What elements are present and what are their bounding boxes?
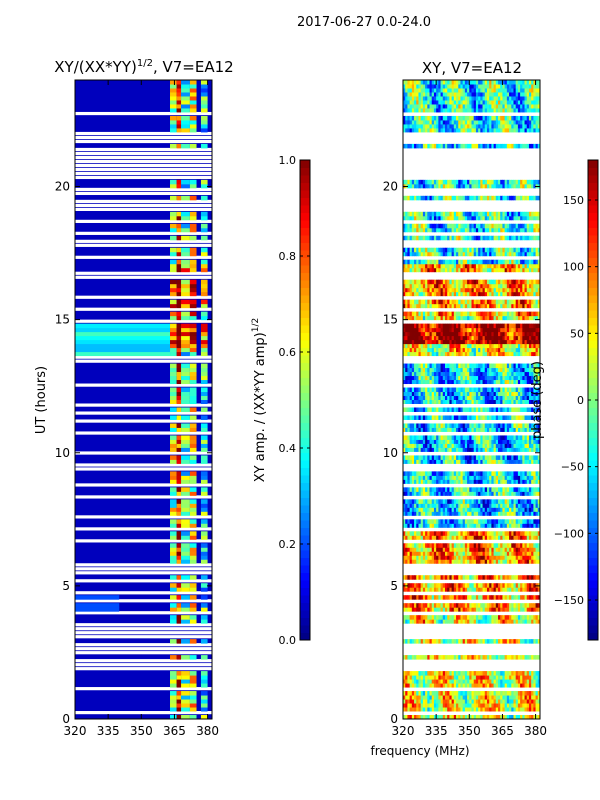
y-tick-label: 20 (383, 180, 398, 194)
amplitude-panel-title: XY/(XX*YY)1/2, V7=EA12 (54, 58, 233, 76)
y-tick-label: 5 (390, 579, 398, 593)
phase-panel: XY, V7=EA12 320 335 350 365 380 0 5 10 15 20 (383, 59, 547, 738)
x-tick-label: 365 (491, 724, 514, 738)
x-tick-label: 380 (524, 724, 547, 738)
amplitude-colorbar-label: XY amp. / (XX*YY amp)1/2 (251, 318, 268, 482)
colorbar-tick-label: 0.8 (279, 250, 297, 263)
colorbar-tick-label: 0.0 (279, 634, 297, 647)
colorbar-tick-label: −100 (554, 527, 584, 540)
amplitude-axes-frame (74, 79, 213, 720)
phase-axis-ticks: 320 335 350 365 380 0 5 10 15 20 (383, 80, 547, 738)
y-tick-label: 0 (62, 712, 70, 726)
amplitude-axis-ticks: 320 335 350 365 380 0 5 10 15 20 (55, 80, 219, 738)
y-tick-label: 15 (55, 313, 70, 327)
y-tick-label: 5 (62, 579, 70, 593)
phase-axes-frame (402, 79, 541, 720)
amplitude-panel: XY/(XX*YY)1/2, V7=EA12 320 335 350 365 380 0 5… (34, 58, 234, 738)
phase-colorbar: −150 −100 −50 0 50 100 150 phase (deg) (530, 159, 599, 641)
x-tick-label: 335 (97, 724, 120, 738)
colorbar-tick-label: 0.4 (279, 442, 297, 455)
amplitude-colorbar-gradient (299, 159, 311, 641)
colorbar-tick-label: 0.6 (279, 346, 297, 359)
x-tick-label: 335 (425, 724, 448, 738)
colorbar-tick-label: 150 (563, 194, 584, 207)
x-tick-label: 380 (196, 724, 219, 738)
colorbar-tick-label: 100 (563, 261, 584, 274)
amplitude-ylabel: UT (hours) (34, 366, 49, 434)
x-tick-label: 350 (458, 724, 481, 738)
y-tick-label: 15 (383, 313, 398, 327)
y-tick-label: 20 (55, 180, 70, 194)
x-tick-label: 365 (163, 724, 186, 738)
colorbar-tick-label: −150 (554, 594, 584, 607)
y-tick-label: 10 (55, 446, 70, 460)
amplitude-heatmap (75, 80, 212, 720)
figure-suptitle: 2017-06-27 0.0-24.0 (297, 15, 431, 30)
x-tick-label: 350 (130, 724, 153, 738)
colorbar-tick-label: −50 (561, 461, 584, 474)
x-tick-label: 320 (392, 724, 415, 738)
amplitude-colorbar: 0.0 0.2 0.4 0.6 0.8 1.0 XY amp. / (XX*YY amp)… (251, 154, 311, 647)
y-tick-label: 0 (390, 712, 398, 726)
phase-colorbar-label: phase (deg) (530, 361, 545, 439)
phase-colorbar-ticks: −150 −100 −50 0 50 100 150 (554, 194, 598, 607)
amplitude-colorbar-ticks: 0.0 0.2 0.4 0.6 0.8 1.0 (279, 154, 310, 647)
colorbar-tick-label: 0.2 (279, 538, 297, 551)
phase-colorbar-gradient (587, 159, 599, 641)
colorbar-tick-label: 50 (570, 327, 584, 340)
phase-heatmap (403, 80, 541, 720)
x-tick-label: 320 (64, 724, 87, 738)
colorbar-tick-label: 0 (577, 394, 584, 407)
colorbar-tick-label: 1.0 (279, 154, 297, 167)
shared-xlabel: frequency (MHz) (370, 744, 469, 758)
phase-panel-title: XY, V7=EA12 (422, 59, 522, 77)
y-tick-label: 10 (383, 446, 398, 460)
